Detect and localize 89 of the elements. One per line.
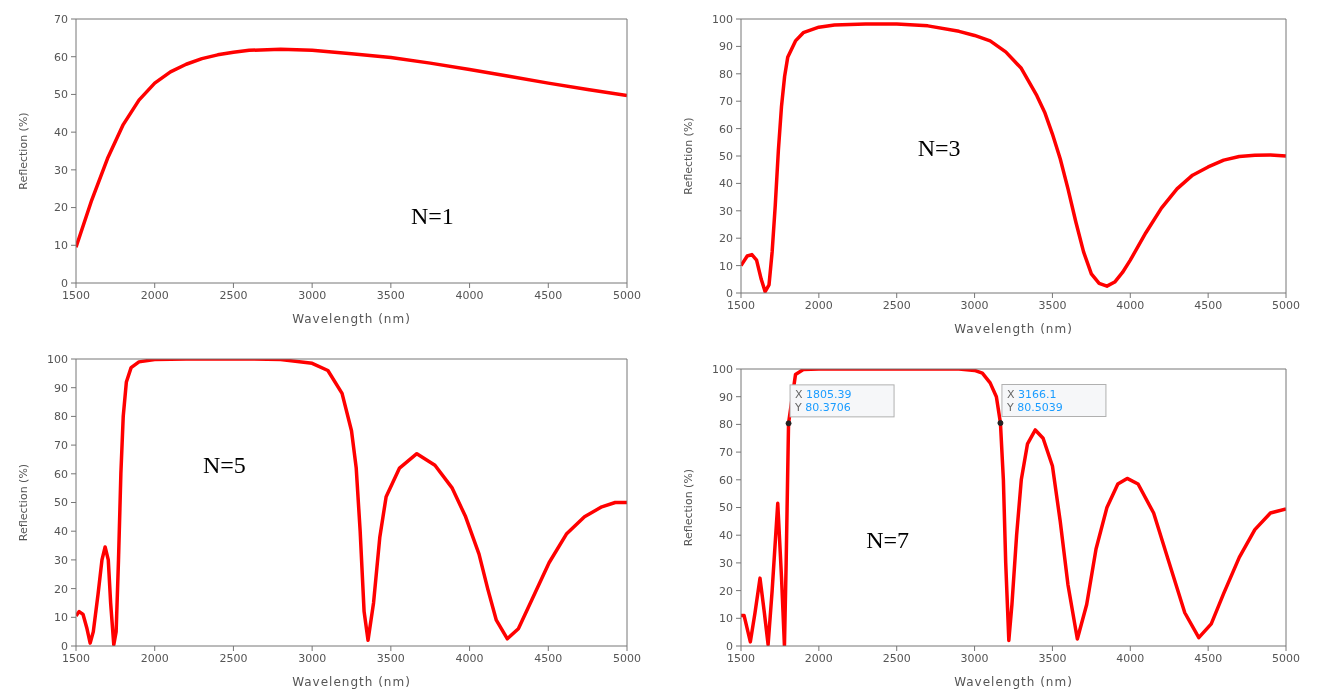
y-axis-title: Reflection (%) — [16, 112, 30, 190]
annotation: X 3166.1 Y 80.5039 — [1005, 387, 1063, 414]
y-tick-label: 40 — [719, 529, 733, 543]
y-tick-label: 50 — [719, 501, 733, 515]
x-tick-label: 5000 — [613, 651, 641, 665]
x-axis-title: Wavelength (nm) — [292, 312, 411, 326]
annotation: X 1805.39 Y 80.3706 — [794, 387, 852, 414]
y-tick-label: 0 — [726, 286, 733, 300]
tooltip-callout: X 3166.1 Y 80.5039 — [1001, 384, 1107, 417]
y-tick-label: 70 — [54, 12, 68, 26]
y-tick-label: 70 — [719, 95, 733, 109]
x-tick-label: 4500 — [1194, 298, 1223, 312]
annotation: N=5 — [203, 452, 246, 480]
x-tick-label: 2000 — [140, 651, 169, 665]
y-tick-label: 30 — [719, 204, 733, 218]
x-tick-label: 1500 — [62, 288, 90, 302]
y-axis-title: Reflection (%) — [16, 463, 30, 542]
y-tick-label: 30 — [719, 556, 733, 570]
y-axis-title: Reflection (%) — [681, 468, 695, 547]
y-tick-label: 50 — [54, 496, 68, 510]
x-tick-label: 2500 — [882, 651, 911, 665]
y-tick-label: 80 — [719, 418, 733, 432]
x-tick-label: 2500 — [219, 651, 248, 665]
x-tick-label: 3500 — [1038, 298, 1067, 312]
tooltip-callout: X 1805.39 Y 80.3706 — [789, 384, 895, 418]
annotation: N=7 — [866, 527, 910, 554]
y-tick-label: 90 — [719, 390, 733, 404]
x-tick-label: 3500 — [376, 288, 405, 302]
x-tick-label: 1500 — [727, 298, 755, 312]
y-tick-label: 50 — [719, 149, 733, 163]
x-tick-label: 4500 — [534, 288, 563, 302]
y-tick-label: 10 — [54, 611, 68, 625]
x-tick-label: 3000 — [960, 298, 989, 312]
y-tick-label: 60 — [719, 122, 733, 136]
x-tick-label: 3000 — [298, 651, 327, 665]
x-tick-label: 4500 — [534, 651, 563, 665]
x-tick-label: 3000 — [960, 651, 989, 665]
y-axis-title: Reflection (%) — [681, 117, 695, 195]
y-tick-label: 20 — [54, 201, 68, 215]
x-tick-label: 5000 — [613, 288, 641, 302]
y-tick-label: 100 — [47, 352, 68, 366]
y-tick-label: 40 — [54, 126, 68, 140]
y-tick-label: 20 — [719, 232, 733, 246]
y-tick-label: 40 — [54, 525, 68, 539]
y-tick-label: 60 — [54, 50, 68, 64]
x-tick-label: 2500 — [219, 288, 248, 302]
x-tick-label: 1500 — [62, 651, 90, 665]
x-axis-title: Wavelength (nm) — [954, 322, 1073, 336]
y-tick-label: 90 — [719, 40, 733, 54]
y-tick-label: 10 — [719, 612, 733, 626]
x-tick-label: 4000 — [455, 651, 484, 665]
y-tick-label: 50 — [54, 88, 68, 102]
x-tick-label: 4000 — [1116, 651, 1145, 665]
x-tick-label: 5000 — [1272, 298, 1300, 312]
y-tick-label: 30 — [54, 163, 68, 177]
x-tick-label: 5000 — [1272, 651, 1300, 665]
x-tick-label: 3500 — [376, 651, 405, 665]
y-tick-label: 0 — [61, 276, 68, 290]
x-tick-label: 4000 — [1116, 298, 1145, 312]
y-tick-label: 10 — [54, 239, 68, 253]
y-tick-label: 10 — [719, 259, 733, 273]
y-tick-label: 0 — [61, 639, 68, 653]
x-tick-label: 2000 — [804, 298, 833, 312]
x-tick-label: 2000 — [140, 288, 169, 302]
y-tick-label: 30 — [54, 553, 68, 567]
x-tick-label: 3500 — [1038, 651, 1067, 665]
y-tick-label: 100 — [712, 12, 733, 26]
y-tick-label: 70 — [719, 446, 733, 460]
y-tick-label: 100 — [712, 362, 733, 376]
y-tick-label: 90 — [54, 381, 68, 395]
y-tick-label: 0 — [726, 639, 733, 653]
y-tick-label: 60 — [719, 473, 733, 487]
x-axis-title: Wavelength (nm) — [954, 675, 1073, 689]
y-tick-label: 20 — [54, 582, 68, 596]
y-tick-label: 60 — [54, 467, 68, 481]
y-tick-label: 70 — [54, 439, 68, 453]
y-tick-label: 80 — [719, 67, 733, 81]
annotation: N=1 — [411, 203, 454, 230]
y-tick-label: 20 — [719, 584, 733, 598]
annotation: N=3 — [917, 135, 961, 163]
x-tick-label: 4000 — [455, 288, 484, 302]
x-axis-title: Wavelength (nm) — [292, 675, 411, 689]
x-tick-label: 4500 — [1194, 651, 1223, 665]
y-tick-label: 80 — [54, 410, 68, 424]
x-tick-label: 3000 — [298, 288, 327, 302]
y-tick-label: 40 — [719, 177, 733, 191]
x-tick-label: 2000 — [804, 651, 833, 665]
x-tick-label: 2500 — [882, 298, 911, 312]
x-tick-label: 1500 — [727, 651, 755, 665]
